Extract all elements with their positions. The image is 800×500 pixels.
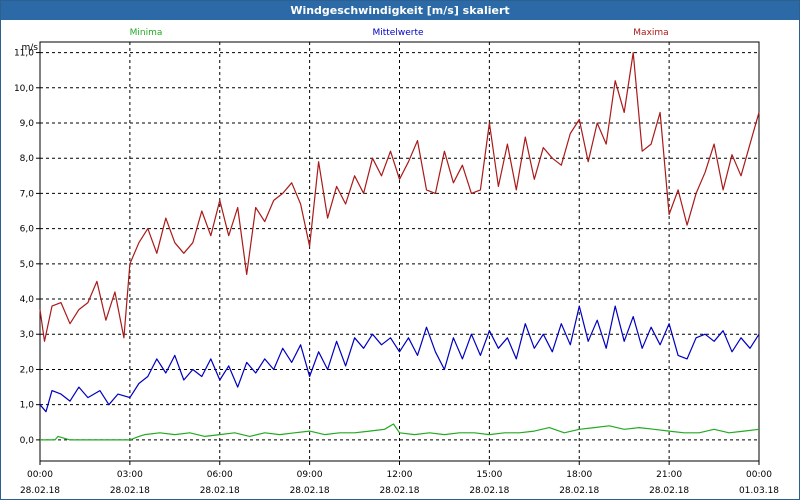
x-tick-date-label: 28.02.18	[559, 486, 599, 496]
window-title: Windgeschwindigkeit [m/s] skaliert	[1, 1, 799, 20]
series-line-minima	[40, 423, 760, 441]
y-tick-label: 6,0	[20, 225, 35, 235]
x-tick-time-label: 12:00	[387, 470, 413, 480]
x-tick-time-label: 00:00	[746, 470, 772, 480]
legend-entry: Maxima	[633, 28, 668, 38]
y-tick-label: 2,0	[20, 365, 35, 375]
x-tick-date-label: 28.02.18	[290, 486, 330, 496]
legend-entry: Mittelwerte	[372, 28, 423, 38]
x-tick-time-label: 03:00	[117, 470, 143, 480]
x-tick-time-label: 06:00	[207, 470, 233, 480]
x-tick-time-label: 15:00	[476, 470, 502, 480]
x-tick-date-label: 28.02.18	[20, 486, 60, 496]
y-tick-label: 1,0	[20, 401, 35, 411]
legend-entry: Minima	[130, 28, 163, 38]
x-tick-time-label: 09:00	[297, 470, 323, 480]
y-tick-label: 10,0	[14, 84, 34, 94]
x-tick-date-label: 28.02.18	[200, 486, 240, 496]
y-tick-label: 9,0	[20, 119, 35, 129]
x-axis: 00:00 28.02.18 03:00 28.02.18 06:00 28.02.18 0…	[20, 461, 779, 496]
y-tick-label: 11,0	[14, 49, 34, 59]
y-axis: 0,0 1,0 2,0 3,0 4,0 5,0 6,0 7,0 8,0 9,0 10,0 11,0	[14, 49, 40, 446]
legend: Minima Mittelwerte Maxima	[130, 28, 669, 38]
y-tick-label: 4,0	[20, 295, 35, 305]
series-lines	[39, 51, 760, 441]
line-chart: 0,0 1,0 2,0 3,0 4,0 5,0 6,0 7,0 8,0 9,0 10,0 11,0 0…	[14, 28, 779, 496]
x-tick-date-label: 28.02.18	[110, 486, 150, 496]
y-tick-label: 3,0	[20, 330, 35, 340]
grid-lines	[40, 42, 759, 461]
x-tick-date-label: 01.03.18	[739, 486, 779, 496]
x-tick-date-label: 28.02.18	[469, 486, 509, 496]
x-tick-time-label: 21:00	[656, 470, 682, 480]
y-tick-label: 5,0	[20, 260, 35, 270]
x-tick-time-label: 18:00	[566, 470, 592, 480]
x-tick-date-label: 28.02.18	[379, 486, 419, 496]
x-tick-time-label: 00:00	[27, 470, 53, 480]
series-line-mittelwerte	[39, 305, 760, 413]
series-line-maxima	[39, 51, 760, 342]
y-tick-label: 0,0	[20, 436, 35, 446]
x-tick-date-label: 28.02.18	[649, 486, 689, 496]
y-tick-label: 7,0	[20, 189, 35, 199]
y-tick-label: 8,0	[20, 154, 35, 164]
y-axis-label: m/s	[22, 43, 39, 53]
